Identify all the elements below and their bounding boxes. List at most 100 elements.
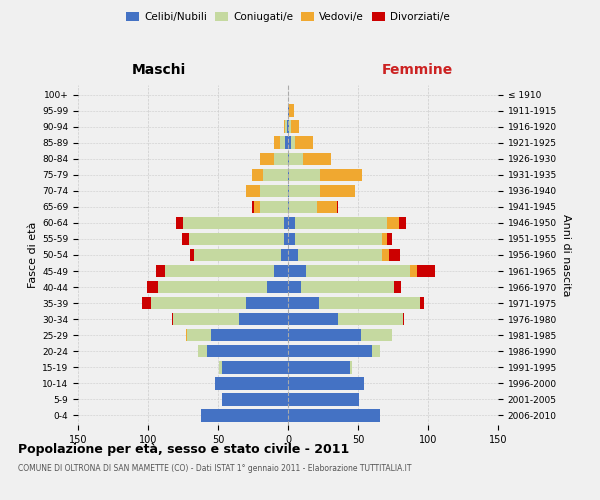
Bar — [417, 265, 435, 278]
Bar — [337, 200, 338, 213]
Bar — [187, 329, 211, 342]
Bar — [288, 168, 289, 181]
Bar — [394, 281, 401, 293]
Bar — [288, 377, 364, 390]
Bar — [361, 329, 392, 342]
Bar — [188, 232, 284, 245]
Bar — [306, 265, 410, 278]
Bar — [382, 232, 388, 245]
Bar — [274, 265, 288, 278]
Bar — [165, 265, 274, 278]
Bar — [289, 168, 320, 181]
Bar — [183, 216, 284, 229]
Bar — [403, 313, 404, 326]
Bar — [317, 200, 337, 213]
Bar — [194, 248, 281, 262]
Bar — [172, 313, 173, 326]
Bar — [320, 184, 355, 197]
Bar — [288, 232, 295, 245]
Bar — [246, 184, 260, 197]
Bar — [320, 168, 362, 181]
Bar — [239, 313, 288, 326]
Bar — [289, 200, 317, 213]
Bar — [158, 281, 267, 293]
Bar — [260, 184, 288, 197]
Bar — [288, 152, 289, 165]
Bar — [398, 216, 406, 229]
Bar — [291, 136, 295, 149]
Bar — [280, 136, 285, 149]
Bar — [284, 120, 285, 133]
Bar — [372, 345, 380, 358]
Bar — [410, 265, 417, 278]
Text: Femmine: Femmine — [382, 64, 452, 78]
Bar — [281, 248, 288, 262]
Bar — [274, 152, 288, 165]
Bar — [251, 168, 263, 181]
Bar — [186, 329, 187, 342]
Bar — [151, 297, 246, 310]
Bar — [260, 200, 288, 213]
Bar — [288, 409, 380, 422]
Bar — [142, 297, 151, 310]
Bar — [289, 152, 304, 165]
Bar — [288, 297, 319, 310]
Bar — [267, 281, 288, 293]
Bar — [222, 361, 288, 374]
Bar — [201, 409, 288, 422]
Bar — [288, 248, 298, 262]
Bar — [301, 281, 394, 293]
Bar — [251, 200, 254, 213]
Bar — [288, 184, 289, 197]
Bar — [289, 104, 293, 117]
Bar — [288, 393, 359, 406]
Bar — [176, 216, 183, 229]
Bar — [190, 248, 194, 262]
Bar — [382, 248, 389, 262]
Bar — [288, 313, 338, 326]
Bar — [295, 216, 388, 229]
Bar — [289, 184, 320, 197]
Bar — [319, 297, 419, 310]
Bar — [291, 120, 299, 133]
Text: COMUNE DI OLTRONA DI SAN MAMETTE (CO) - Dati ISTAT 1° gennaio 2011 - Elaborazion: COMUNE DI OLTRONA DI SAN MAMETTE (CO) - … — [18, 464, 412, 473]
Bar — [182, 232, 188, 245]
Bar — [173, 313, 239, 326]
Bar — [288, 281, 301, 293]
Bar — [295, 232, 382, 245]
Bar — [288, 329, 361, 342]
Bar — [298, 248, 382, 262]
Bar — [284, 232, 288, 245]
Bar — [199, 345, 207, 358]
Bar — [246, 297, 288, 310]
Bar — [260, 152, 274, 165]
Bar — [288, 361, 350, 374]
Y-axis label: Fasce di età: Fasce di età — [28, 222, 38, 288]
Bar — [254, 200, 260, 213]
Bar — [215, 377, 288, 390]
Bar — [211, 329, 288, 342]
Bar — [220, 361, 222, 374]
Bar — [304, 152, 331, 165]
Legend: Celibi/Nubili, Coniugati/e, Vedovi/e, Divorziati/e: Celibi/Nubili, Coniugati/e, Vedovi/e, Di… — [122, 8, 454, 26]
Bar — [284, 216, 288, 229]
Bar — [288, 136, 291, 149]
Bar — [285, 136, 288, 149]
Bar — [274, 136, 280, 149]
Bar — [288, 200, 289, 213]
Bar — [419, 297, 424, 310]
Bar — [350, 361, 352, 374]
Bar — [222, 393, 288, 406]
Bar — [289, 120, 291, 133]
Bar — [288, 216, 295, 229]
Bar — [207, 345, 288, 358]
Bar — [389, 248, 400, 262]
Bar — [287, 120, 288, 133]
Bar — [388, 216, 398, 229]
Bar — [288, 104, 289, 117]
Text: Maschi: Maschi — [132, 64, 186, 78]
Bar — [338, 313, 403, 326]
Text: Popolazione per età, sesso e stato civile - 2011: Popolazione per età, sesso e stato civil… — [18, 442, 349, 456]
Bar — [157, 265, 165, 278]
Bar — [388, 232, 392, 245]
